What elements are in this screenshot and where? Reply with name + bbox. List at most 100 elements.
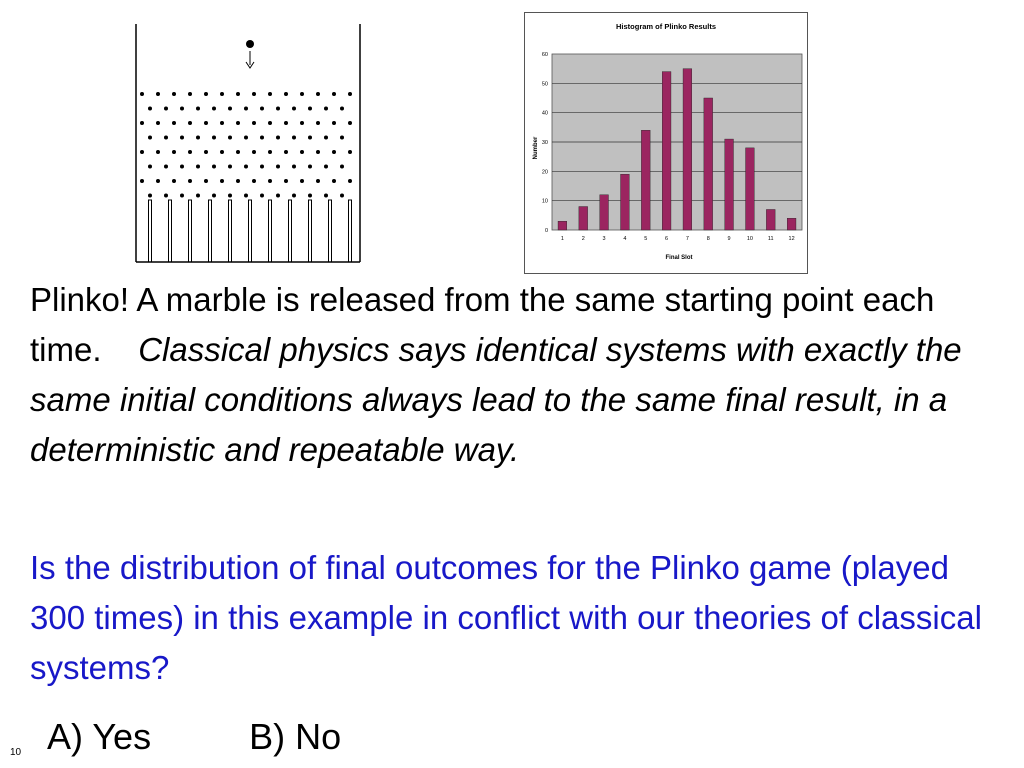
peg — [196, 193, 200, 198]
slot-divider — [268, 199, 272, 263]
peg — [244, 135, 248, 140]
peg — [188, 121, 192, 125]
peg — [164, 164, 168, 169]
peg — [188, 150, 192, 154]
bar-slot-7 — [682, 68, 692, 231]
bar-slot-5 — [641, 130, 651, 231]
peg — [348, 179, 352, 183]
peg — [308, 193, 312, 198]
peg — [260, 135, 264, 140]
peg — [212, 193, 216, 198]
peg — [212, 135, 216, 140]
answer-option-b[interactable]: B) No — [249, 716, 342, 757]
peg — [228, 135, 232, 140]
peg — [348, 92, 352, 96]
slot-divider — [148, 199, 152, 263]
peg — [292, 164, 296, 169]
bar-slot-11 — [766, 209, 776, 231]
peg — [276, 164, 280, 169]
x-tick-label: 12 — [789, 236, 795, 242]
peg — [268, 150, 272, 154]
peg — [188, 179, 192, 183]
bar-slot-10 — [745, 147, 755, 231]
slot-divider — [328, 199, 332, 263]
peg — [196, 135, 200, 140]
chart-x-axis-label: Final Slot — [666, 255, 693, 261]
peg — [252, 150, 256, 154]
chart-title: Histogram of Plinko Results — [616, 22, 716, 31]
peg — [332, 179, 336, 183]
peg — [252, 179, 256, 183]
y-tick-label: 20 — [542, 169, 548, 175]
peg — [300, 92, 304, 96]
bar-slot-6 — [662, 71, 672, 231]
chart-y-axis-label: Number — [533, 136, 539, 159]
x-tick-label: 1 — [561, 236, 564, 242]
peg — [236, 121, 240, 125]
marble-ball — [246, 40, 254, 48]
statement-plain: Plinko! A marble is released from the sa… — [30, 281, 935, 368]
peg — [252, 92, 256, 96]
chart-bars — [557, 68, 797, 231]
peg — [284, 121, 288, 125]
peg — [324, 164, 328, 169]
y-tick-label: 10 — [542, 199, 548, 205]
peg — [300, 121, 304, 125]
peg — [332, 92, 336, 96]
peg — [276, 193, 280, 198]
peg — [204, 179, 208, 183]
peg — [332, 121, 336, 125]
peg — [284, 150, 288, 154]
answer-option-a[interactable]: A) Yes — [47, 716, 152, 757]
plinko-board-diagram — [135, 24, 361, 263]
peg — [220, 92, 224, 96]
chart-gridlines — [552, 82, 802, 202]
slot-divider — [288, 199, 292, 263]
slide-number: 10 — [10, 747, 22, 758]
peg — [148, 135, 152, 140]
bar-slot-8 — [703, 97, 713, 231]
peg — [204, 121, 208, 125]
y-tick-label: 60 — [542, 52, 548, 58]
peg — [220, 121, 224, 125]
peg — [212, 106, 216, 111]
peg — [236, 150, 240, 154]
peg — [180, 164, 184, 169]
x-tick-label: 2 — [582, 236, 585, 242]
peg — [260, 193, 264, 198]
peg — [308, 135, 312, 140]
question-text: Is the distribution of final outcomes fo… — [30, 549, 982, 686]
peg — [220, 150, 224, 154]
bar-slot-9 — [724, 138, 734, 231]
peg — [308, 164, 312, 169]
marble — [245, 40, 255, 69]
slot-divider — [188, 199, 192, 263]
peg — [284, 179, 288, 183]
y-tick-label: 50 — [542, 81, 548, 87]
peg — [284, 92, 288, 96]
x-tick-label: 11 — [768, 236, 774, 242]
peg — [172, 121, 176, 125]
peg — [316, 150, 320, 154]
peg — [204, 150, 208, 154]
peg — [156, 92, 160, 96]
peg — [244, 106, 248, 111]
peg — [228, 164, 232, 169]
peg — [196, 106, 200, 111]
peg — [324, 135, 328, 140]
peg — [180, 106, 184, 111]
x-tick-label: 4 — [623, 236, 626, 242]
peg — [236, 179, 240, 183]
peg — [156, 150, 160, 154]
peg — [148, 193, 152, 198]
y-tick-label: 30 — [542, 140, 548, 146]
slot-divider — [308, 199, 312, 263]
plinko-histogram-chart: Histogram of Plinko Results Number Final… — [524, 12, 808, 274]
x-tick-label: 5 — [644, 236, 647, 242]
peg — [276, 135, 280, 140]
peg — [140, 179, 144, 183]
peg — [228, 193, 232, 198]
peg — [340, 135, 344, 140]
peg — [156, 121, 160, 125]
slot-dividers — [148, 199, 352, 263]
